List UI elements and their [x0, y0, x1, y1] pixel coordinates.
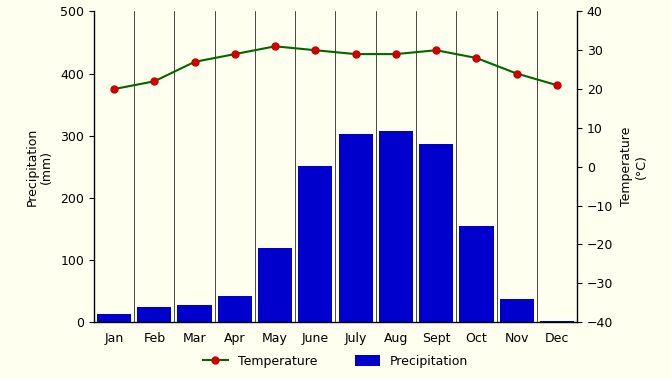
Bar	[378, 132, 413, 322]
Y-axis label: Precipitation
(mm): Precipitation (mm)	[25, 128, 53, 206]
Legend: Temperature, Precipitation: Temperature, Precipitation	[198, 350, 473, 373]
Bar	[258, 247, 292, 322]
Bar	[97, 314, 131, 322]
Bar	[138, 307, 172, 322]
Bar	[459, 226, 493, 322]
Bar	[539, 321, 574, 322]
Bar	[177, 305, 211, 322]
Bar	[298, 166, 332, 322]
Bar	[419, 144, 453, 322]
Bar	[338, 135, 372, 322]
Bar	[217, 296, 252, 322]
Y-axis label: Temperature
(°C): Temperature (°C)	[620, 127, 648, 207]
Bar	[499, 299, 533, 322]
